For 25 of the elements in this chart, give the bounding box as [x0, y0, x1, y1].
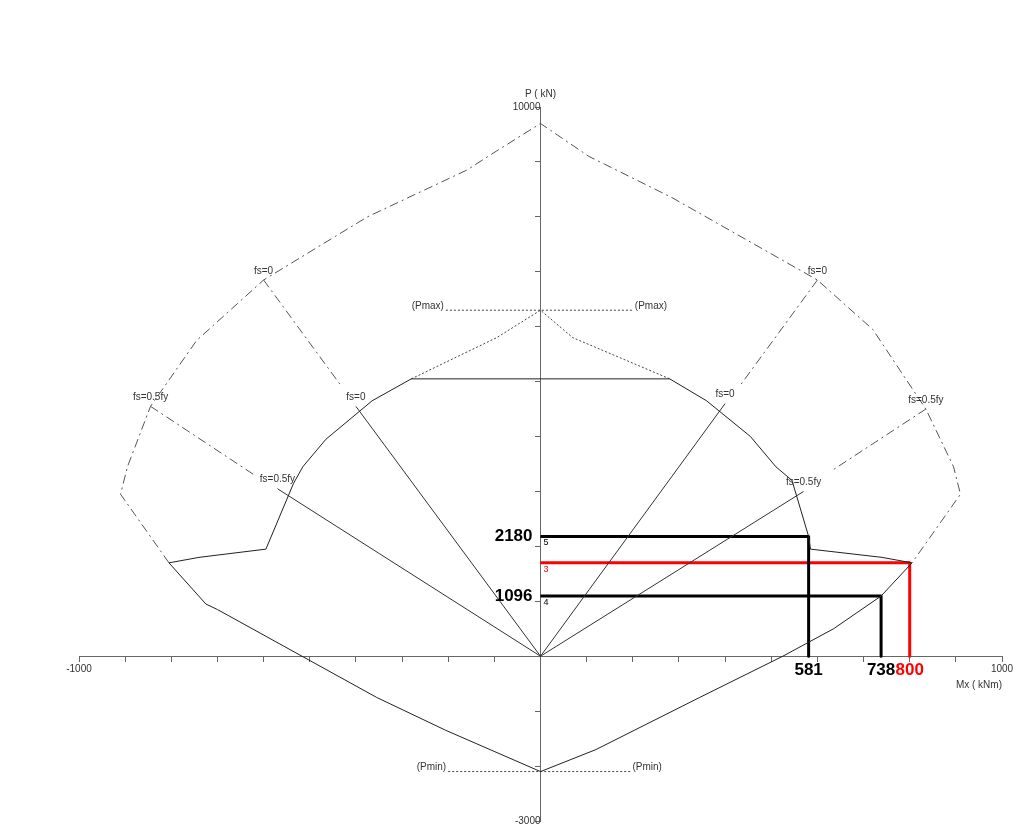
annotation: 5: [543, 537, 549, 548]
x-tick-label: -1000: [66, 662, 93, 674]
annotation: fs=0: [346, 391, 366, 403]
y-tick-label: -3000: [514, 814, 541, 826]
annotation: (Pmax): [411, 299, 444, 311]
annotation: (Pmin): [416, 761, 447, 773]
x-axis-title: Mx ( kNm): [955, 678, 1002, 690]
y-tick-label: 10000: [512, 100, 541, 112]
annotation: 4: [543, 597, 549, 608]
data-label: 2180: [494, 526, 533, 546]
annotation: 738: [866, 660, 896, 680]
y-axis-title: P ( kN): [525, 87, 556, 99]
annotation: fs=0.5fy: [908, 393, 944, 405]
annotation: fs=0: [807, 264, 828, 276]
annotation: fs=0.5fy: [259, 473, 296, 485]
annotation: 581: [794, 660, 823, 680]
annotation: 3: [543, 563, 549, 574]
x-tick-label: 1000: [990, 662, 1014, 674]
annotation: 800: [895, 660, 924, 680]
annotation: fs=0: [715, 388, 736, 400]
data-label: 1096: [494, 585, 533, 605]
annotation: (Pmax): [634, 299, 668, 311]
annotation: fs=0.5fy: [132, 391, 169, 403]
annotation: fs=0: [254, 264, 274, 276]
annotation: (Pmin): [632, 761, 662, 773]
